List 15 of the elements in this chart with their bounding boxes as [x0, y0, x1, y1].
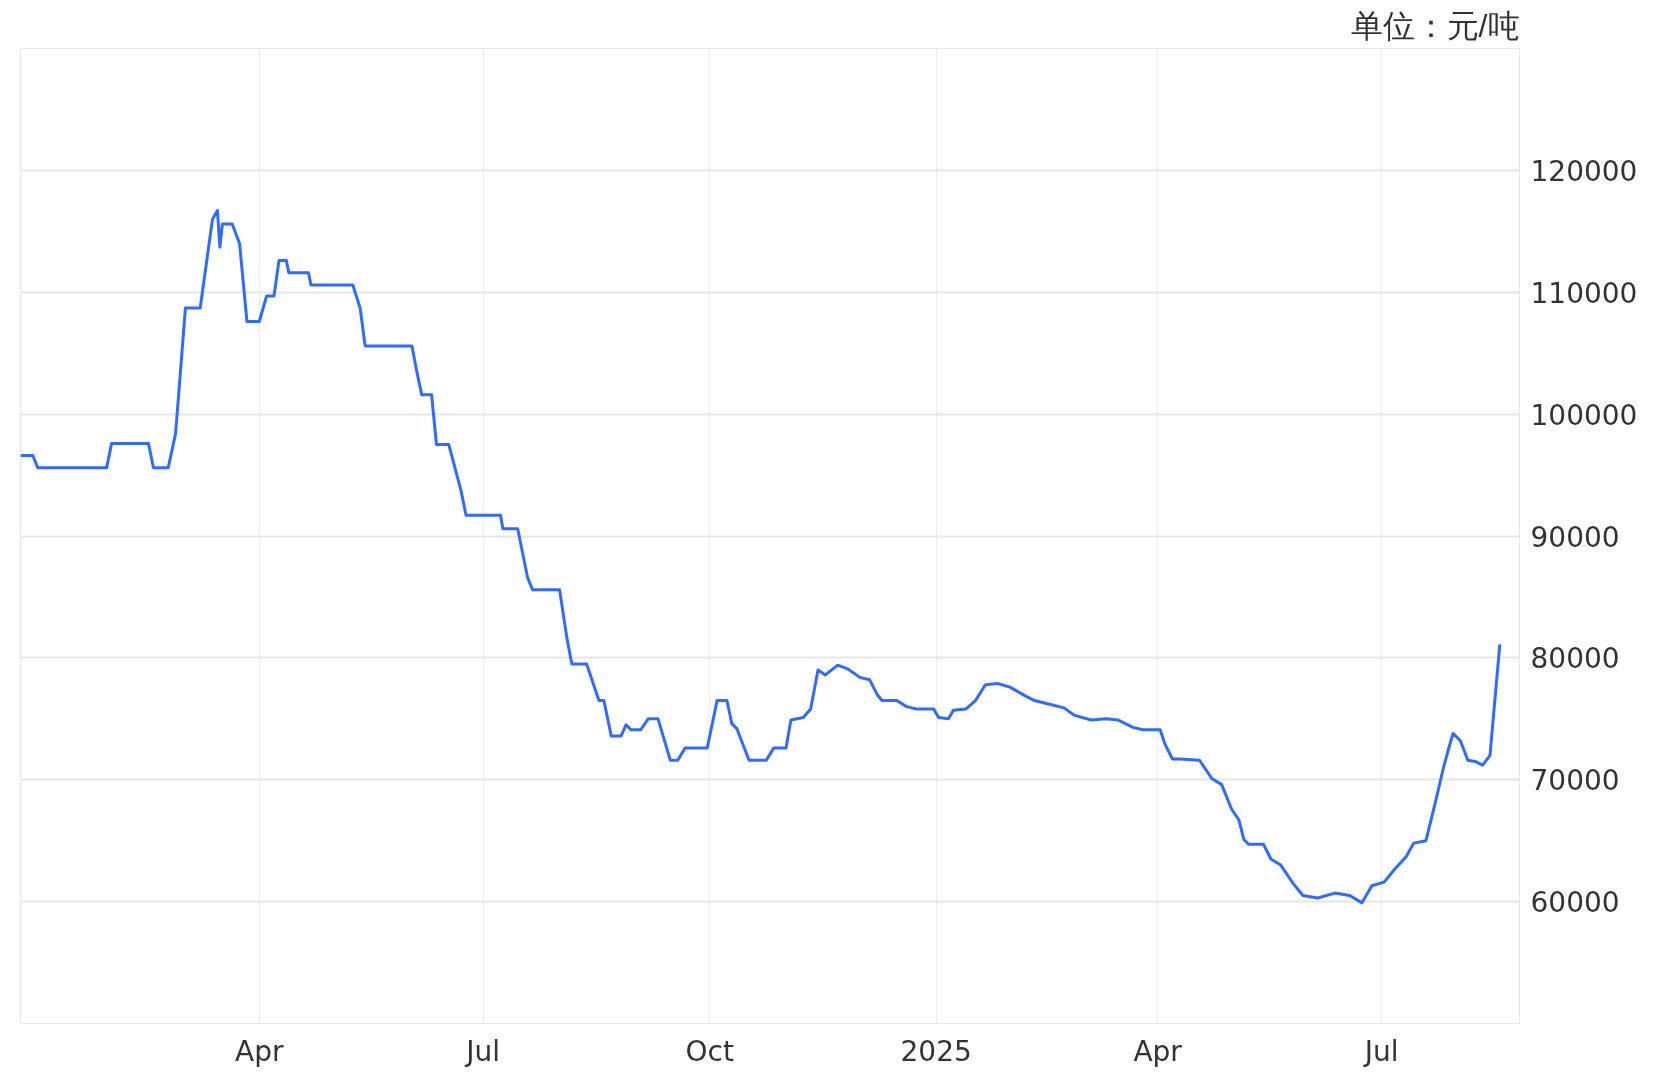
x-tick-label: Jul: [464, 1034, 501, 1068]
y-tick-label: 110000: [1530, 276, 1638, 310]
x-tick-label: Oct: [685, 1034, 734, 1068]
y-tick-label: 120000: [1530, 154, 1638, 188]
y-tick-label: 80000: [1530, 642, 1620, 676]
chart-title: 单位：元/吨: [1350, 7, 1520, 44]
x-tick-label: Apr: [1133, 1034, 1183, 1068]
line-series: [20, 209, 1502, 905]
x-tick-label: Jul: [1362, 1034, 1399, 1068]
y-tick-label: 90000: [1530, 520, 1620, 554]
y-tick-label: 100000: [1530, 398, 1638, 432]
x-tick-label: Apr: [235, 1034, 284, 1068]
y-tick-label: 70000: [1530, 764, 1620, 798]
y-tick-label: 60000: [1530, 886, 1620, 920]
x-tick-label: 2025: [900, 1034, 972, 1068]
